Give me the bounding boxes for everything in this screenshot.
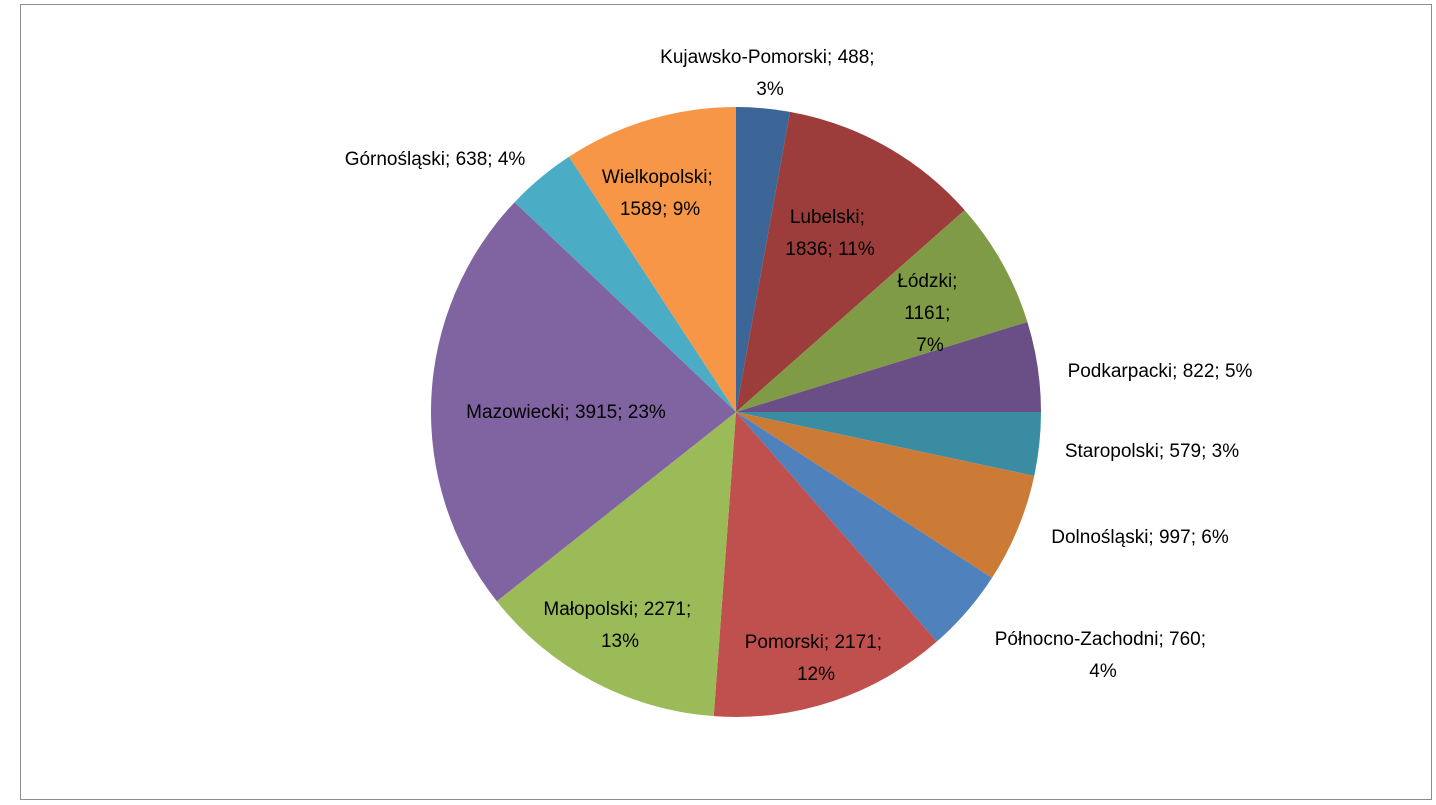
label-separator: ;: [1201, 629, 1212, 650]
label-separator: ;: [1172, 361, 1183, 382]
data-label: Górnośląski; 638; 4%: [345, 149, 526, 170]
label-separator: ;: [487, 149, 498, 170]
label-part: 12%: [797, 664, 835, 685]
label-separator: ;: [952, 271, 963, 292]
data-label: Kujawsko-Pomorski; 488; 3%: [660, 47, 880, 100]
label-separator: ;: [860, 207, 871, 228]
pie-slice: [514, 156, 736, 412]
label-part: Dolnośląski: [1051, 527, 1148, 548]
data-label: Staropolski; 579; 3%: [1065, 441, 1239, 462]
label-part: 997: [1159, 527, 1191, 548]
label-part: 2271: [644, 599, 686, 620]
label-part: Małopolski: [543, 599, 633, 620]
label-part: 5%: [1225, 361, 1253, 382]
label-separator: ;: [1191, 527, 1202, 548]
pie-slice: [713, 412, 937, 717]
label-part: Lubelski: [790, 207, 860, 228]
pie-slice: [568, 107, 736, 412]
label-part: Północno-Zachodni: [995, 629, 1159, 650]
label-separator: ;: [945, 303, 956, 324]
pie-slice: [736, 412, 1035, 578]
label-part: 11%: [838, 239, 875, 260]
label-separator: ;: [1201, 441, 1212, 462]
pie-slice: [736, 107, 791, 412]
data-label: Łódzki; 1161; 7%: [897, 271, 962, 356]
label-part: Górnośląski: [345, 149, 445, 170]
pie-slice: [736, 321, 1041, 413]
label-separator: ;: [828, 239, 839, 260]
label-separator: ;: [827, 47, 838, 68]
label-part: Kujawsko-Pomorski: [660, 47, 827, 68]
label-part: Wielkopolski: [602, 167, 708, 188]
label-part: 638: [456, 149, 488, 170]
data-label: Dolnośląski; 997; 6%: [1051, 527, 1229, 548]
label-part: 1161: [904, 303, 945, 324]
data-label: Małopolski; 2271; 13%: [543, 599, 696, 652]
label-part: 3%: [1212, 441, 1240, 462]
label-separator: ;: [445, 149, 456, 170]
pie-slice: [431, 202, 736, 602]
label-separator: ;: [708, 167, 719, 188]
label-separator: ;: [686, 599, 697, 620]
label-part: 3915: [575, 402, 617, 423]
label-part: 2171: [834, 632, 876, 653]
label-separator: ;: [662, 199, 673, 220]
label-separator: ;: [1159, 441, 1170, 462]
label-part: Łódzki: [897, 271, 952, 292]
label-separator: ;: [564, 402, 575, 423]
label-part: 1589: [620, 199, 662, 220]
label-part: 579: [1169, 441, 1201, 462]
label-separator: ;: [617, 402, 628, 423]
label-separator: ;: [1158, 629, 1169, 650]
label-separator: ;: [869, 47, 880, 68]
label-part: 13%: [601, 631, 639, 652]
pie-slice: [736, 210, 1028, 412]
label-part: 4%: [1089, 661, 1117, 682]
label-separator: ;: [824, 632, 835, 653]
pie-slice: [736, 111, 965, 412]
label-part: 822: [1183, 361, 1215, 382]
data-label: Pomorski; 2171; 12%: [745, 632, 888, 685]
label-part: 1836: [785, 239, 827, 260]
label-part: 6%: [1201, 527, 1229, 548]
label-part: 7%: [916, 335, 944, 356]
data-label: Mazowiecki; 3915; 23%: [466, 402, 666, 423]
label-part: 760: [1169, 629, 1201, 650]
label-part: Staropolski: [1065, 441, 1159, 462]
pie-slice: [496, 412, 736, 717]
pie-slice: [736, 412, 992, 642]
label-separator: ;: [633, 599, 644, 620]
data-label: Podkarpacki; 822; 5%: [1068, 361, 1253, 382]
pie-slice: [736, 412, 1041, 476]
label-part: 3%: [756, 79, 784, 100]
label-part: 4%: [498, 149, 526, 170]
label-part: 9%: [673, 199, 701, 220]
data-label: Wielkopolski; 1589; 9%: [602, 167, 718, 220]
label-separator: ;: [1214, 361, 1225, 382]
label-part: Mazowiecki: [466, 402, 564, 423]
label-part: 23%: [628, 402, 666, 423]
label-separator: ;: [877, 632, 888, 653]
label-separator: ;: [1148, 527, 1159, 548]
data-label: Lubelski; 1836; 11%: [785, 207, 875, 260]
label-part: Pomorski: [745, 632, 824, 653]
data-label: Północno-Zachodni; 760; 4%: [995, 629, 1212, 682]
label-part: Podkarpacki: [1068, 361, 1173, 382]
label-part: 488: [838, 47, 870, 68]
